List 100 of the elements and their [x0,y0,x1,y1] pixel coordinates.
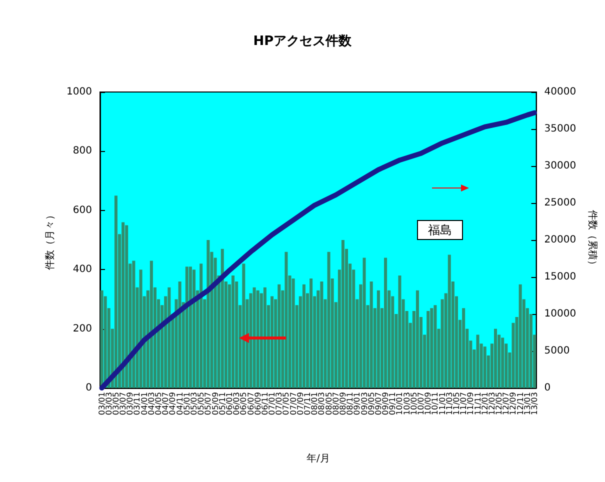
x-tick-label: 08/03 [317,392,326,416]
bar [192,270,196,388]
bar [252,287,256,388]
x-tick-label: 13/03 [530,392,540,416]
x-tick-label: 06/07 [246,392,256,416]
x-tick-label: 08/07 [331,392,340,416]
chart-title: HPアクセス件数 [253,34,353,49]
bar [384,258,388,388]
x-tick-label: 05/09 [210,392,220,416]
bar [483,346,486,388]
x-tick-label: 12/09 [508,392,518,416]
y2-tick-label: 0 [544,382,551,394]
x-tick-label: 10/01 [395,392,404,416]
y2-axis-title: 件数（累積） [586,210,598,270]
x-tick-label: 09/07 [374,392,383,416]
bar [178,281,182,388]
bar [434,305,437,388]
bar [501,338,504,388]
x-tick-label: 09/05 [366,392,376,416]
y-tick-label: 0 [86,382,92,394]
x-tick-label: 10/11 [430,392,440,416]
x-tick-label: 04/01 [140,392,149,416]
bar [206,240,210,388]
x-tick-label: 05/01 [182,392,192,416]
bar [302,284,306,388]
x-tick-label: 08/09 [338,392,348,416]
bar [310,278,313,388]
bar [476,334,480,388]
bar [320,281,324,388]
x-tick-label: 06/11 [260,392,270,416]
y2-tick-label: 40000 [544,86,576,98]
x-tick-label: 12/01 [480,392,490,416]
x-tick-label: 10/05 [409,392,418,416]
x-tick-label: 08/01 [310,392,320,416]
bar [242,264,246,388]
x-tick-label: 05/11 [218,392,227,416]
bar [376,290,380,388]
x-tick-label: 11/01 [438,392,447,416]
x-tick-label: 07/11 [303,392,312,416]
y2-tick-label: 20000 [544,234,576,246]
x-tick-label: 09/11 [388,392,398,416]
x-tick-label: 11/05 [452,392,461,416]
bar [150,260,153,388]
annotation: 福島 [428,223,452,237]
bar [292,278,295,388]
bar [426,311,430,388]
bar [398,276,402,388]
bar [284,252,288,388]
bar [341,240,344,388]
y-tick-label: 800 [72,146,92,157]
x-tick-label: 09/09 [381,392,390,416]
bar [185,266,188,388]
bar [132,260,136,388]
x-tick-label: 08/05 [324,392,334,416]
bar [232,276,235,388]
x-tick-label: 07/09 [296,392,305,416]
bar [518,284,522,388]
bar [200,264,203,388]
bar [220,248,224,388]
x-tick-label: 04/11 [175,392,184,416]
y-tick-label: 200 [72,323,92,334]
x-tick-label: 10/09 [424,392,433,416]
x-tick-label: 11/09 [466,392,476,416]
x-tick-label: 03/01 [97,392,106,416]
y2-tick-label: 15000 [544,272,576,282]
bar [416,290,419,388]
bar [462,308,466,388]
x-tick-label: 07/07 [288,392,298,416]
x-tick-label: 13/01 [522,392,532,416]
bar [278,284,281,388]
x-tick-label: 03/11 [132,392,142,416]
bar [168,287,171,388]
x-tick-label: 04/05 [154,392,164,416]
bar [370,281,373,388]
x-tick-label: 11/11 [473,392,482,416]
x-tick-label: 04/07 [161,392,170,416]
x-tick-label: 03/07 [118,392,128,416]
bar [448,254,451,388]
y2-tick-label: 30000 [544,160,576,172]
x-tick-label: 08/11 [346,392,355,416]
bar [327,252,330,388]
x-axis-title: 年/月 [306,452,330,464]
x-tick-label: 12/11 [516,392,525,416]
x-tick-label: 03/09 [126,392,135,416]
x-tick-label: 09/03 [360,392,369,416]
x-tick-label: 04/09 [168,392,178,416]
bar [100,290,104,388]
x-tick-label: 06/01 [224,392,234,416]
bar [125,225,128,388]
x-tick-label: 03/03 [104,392,114,416]
x-tick-label: 12/07 [502,392,511,416]
x-tick-label: 06/03 [232,392,242,416]
x-tick-label: 07/03 [274,392,284,416]
x-tick-label: 07/01 [268,392,277,416]
x-tick-label: 10/07 [416,392,426,416]
x-tick-label: 12/03 [487,392,496,416]
y2-tick-label: 10000 [544,308,576,320]
bar [139,270,142,388]
bar [430,308,434,388]
bar [114,196,118,388]
